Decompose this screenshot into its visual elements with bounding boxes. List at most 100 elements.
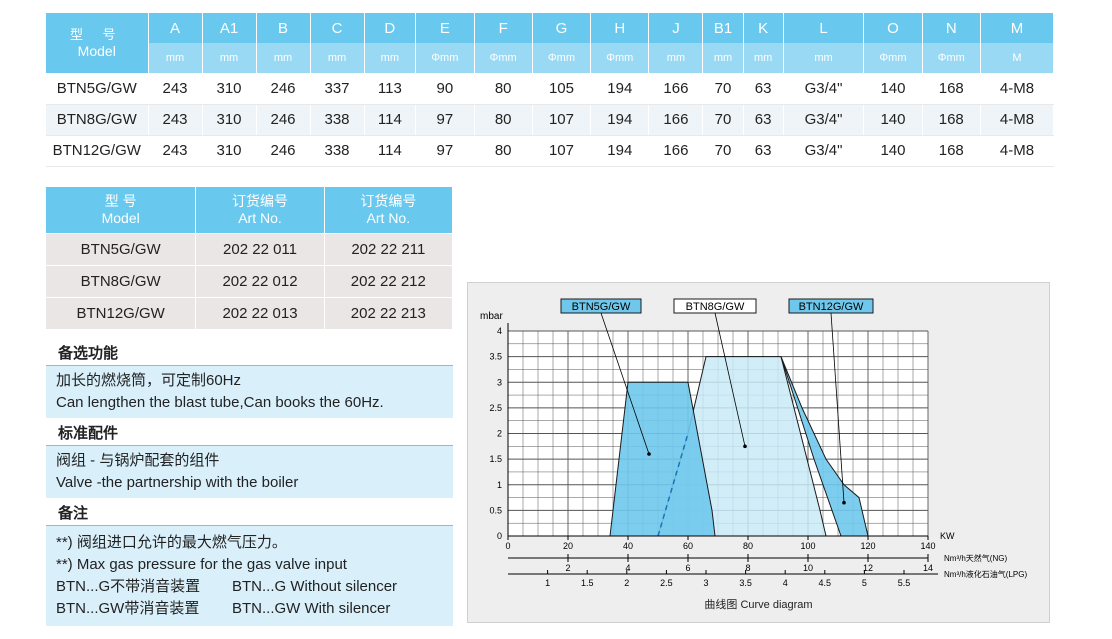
- options-line-en: Can lengthen the blast tube,Can books th…: [56, 394, 384, 411]
- spec-value-cell: 246: [256, 135, 311, 167]
- legend-btn8-dot: [743, 444, 747, 449]
- spec-value-cell: 194: [590, 104, 650, 136]
- y-tick-label: 0: [497, 531, 502, 541]
- ng-tick-label: 2: [565, 563, 570, 573]
- lpg-tick-label: 3: [703, 578, 708, 588]
- curve-chart-svg: 0 0.5 1 1.5 2 2.5 3 3.5 4 mbar 0 20 40 60 80 100 120 140 K…: [480, 298, 1027, 588]
- lpg-tick-label: 4: [783, 578, 788, 588]
- lpg-tick-label: 5.5: [898, 578, 911, 588]
- spec-value-cell: 4-M8: [980, 135, 1055, 167]
- spec-model-zh: 型 号: [69, 27, 124, 42]
- spec-model-cell: BTN8G/GW: [46, 104, 149, 136]
- spec-model-cell: BTN5G/GW: [46, 73, 149, 105]
- y-tick-label: 4: [497, 326, 502, 336]
- spec-value-cell: 246: [256, 73, 311, 105]
- spec-value-cell: 97: [415, 135, 475, 167]
- article-header-en: Art No.: [366, 209, 411, 226]
- ng-tick-label: 14: [923, 563, 933, 573]
- spec-unit-cell: mm: [648, 43, 704, 73]
- spec-value-cell: 114: [364, 104, 417, 136]
- spec-value-cell: 140: [863, 73, 923, 105]
- spec-value-cell: 70: [702, 104, 744, 136]
- spec-col-header: C: [310, 13, 365, 43]
- spec-value-cell: 310: [202, 73, 257, 105]
- article-header-zh: 型 号: [104, 192, 137, 209]
- x-tick-label: 40: [623, 541, 633, 551]
- spec-value-cell: 63: [743, 135, 784, 167]
- spec-model-en: Model: [77, 43, 116, 59]
- spec-unit-cell: mm: [743, 43, 784, 73]
- notes-line-zh: **) 阀组进口允许的最大燃气压力。: [56, 534, 287, 551]
- ng-tick-label: 8: [745, 563, 750, 573]
- legend-btn5-label: BTN5G/GW: [572, 301, 631, 313]
- article-row: BTN12G/GW 202 22 013 202 22 213: [46, 297, 454, 330]
- spec-value-cell: 246: [256, 104, 311, 136]
- spec-value-cell: 140: [863, 135, 923, 167]
- article-header-en: Art No.: [238, 209, 282, 226]
- spec-value-cell: 90: [415, 73, 475, 105]
- standard-line-zh: 阀组 - 与锅炉配套的组件: [56, 452, 220, 469]
- spec-col-header: A: [148, 13, 203, 43]
- article-number-cell: 202 22 213: [324, 297, 454, 330]
- article-number-cell: 202 22 013: [195, 297, 325, 330]
- spec-value-cell: 243: [148, 104, 203, 136]
- spec-row: BTN12G/GW 243 310 246 338 114 97 80 107 194 166 70 6…: [46, 135, 1055, 167]
- spec-value-cell: 70: [702, 135, 744, 167]
- y-tick-label: 3.5: [489, 352, 502, 362]
- options-section: 备选功能 加长的燃烧筒，可定制60Hz Can lengthen the bla…: [46, 342, 453, 418]
- y-tick-label: 1.5: [489, 454, 502, 464]
- spec-value-cell: 140: [863, 104, 923, 136]
- spec-value-cell: 4-M8: [980, 104, 1055, 136]
- standard-title: 标准配件: [46, 422, 453, 446]
- spec-value-cell: 4-M8: [980, 73, 1055, 105]
- spec-value-cell: 310: [202, 135, 257, 167]
- spec-col-header: N: [922, 13, 981, 43]
- ng-axis-label: Nm³/h天然气(NG): [944, 553, 1007, 563]
- spec-col-header: G: [532, 13, 592, 43]
- spec-value-cell: 114: [364, 135, 417, 167]
- spec-unit-cell: mm: [364, 43, 417, 73]
- legend-btn8-leader: [714, 312, 746, 447]
- spec-value-cell: 107: [532, 104, 592, 136]
- y-tick-label: 0.5: [489, 505, 502, 515]
- legend-btn12-leader: [830, 312, 845, 503]
- spec-model-cell: BTN12G/GW: [46, 135, 149, 167]
- spec-col-header: H: [590, 13, 650, 43]
- legend-btn12-dot: [842, 500, 846, 505]
- spec-value-cell: 338: [310, 135, 365, 167]
- spec-value-cell: 168: [922, 104, 981, 136]
- lpg-tick-label: 2: [624, 578, 629, 588]
- standard-line-en: Valve -the partnership with the boiler: [56, 474, 299, 491]
- notes-pair-gw-zh: BTN...GW带消音装置: [56, 600, 200, 617]
- spec-value-cell: 63: [743, 73, 784, 105]
- article-header-en: Model: [101, 209, 140, 226]
- article-row: BTN8G/GW 202 22 012 202 22 212: [46, 265, 454, 298]
- spec-value-cell: G3/4": [783, 135, 865, 167]
- standard-section: 标准配件 阀组 - 与锅炉配套的组件 Valve -the partnershi…: [46, 422, 453, 498]
- article-header-cell: 订货编号 Art No.: [324, 187, 454, 234]
- x-tick-label: 20: [563, 541, 573, 551]
- spec-col-header: K: [743, 13, 784, 43]
- spec-value-cell: 80: [474, 135, 533, 167]
- spec-unit-cell: Φmm: [863, 43, 923, 73]
- x-tick-label: 60: [683, 541, 693, 551]
- article-table: 型 号 Model 订货编号 Art No. 订货编号 Art No. BTN5G/GW 20…: [46, 187, 454, 330]
- notes-title: 备注: [46, 502, 453, 526]
- notes-section: 备注 **) 阀组进口允许的最大燃气压力。 **) Max gas pressu…: [46, 502, 453, 626]
- options-title: 备选功能: [46, 342, 453, 366]
- spec-value-cell: 80: [474, 104, 533, 136]
- spec-value-cell: 310: [202, 104, 257, 136]
- chart-caption: 曲线图 Curve diagram: [704, 599, 813, 611]
- article-number-cell: 202 22 012: [195, 265, 325, 298]
- spec-header-row: 型 号 Model A A1 B C D E F G H J B1 K L O N M: [46, 13, 1055, 73]
- spec-value-cell: 80: [474, 73, 533, 105]
- standard-body: 阀组 - 与锅炉配套的组件 Valve -the partnership wit…: [46, 446, 453, 498]
- notes-line-en: **) Max gas pressure for the gas valve i…: [56, 556, 347, 573]
- spec-unit-cell: mm: [202, 43, 257, 73]
- article-number-cell: 202 22 011: [195, 233, 325, 266]
- spec-unit-cell: Φmm: [415, 43, 475, 73]
- article-header-cell: 型 号 Model: [46, 187, 197, 234]
- y-tick-label: 2: [497, 429, 502, 439]
- spec-value-cell: 113: [364, 73, 417, 105]
